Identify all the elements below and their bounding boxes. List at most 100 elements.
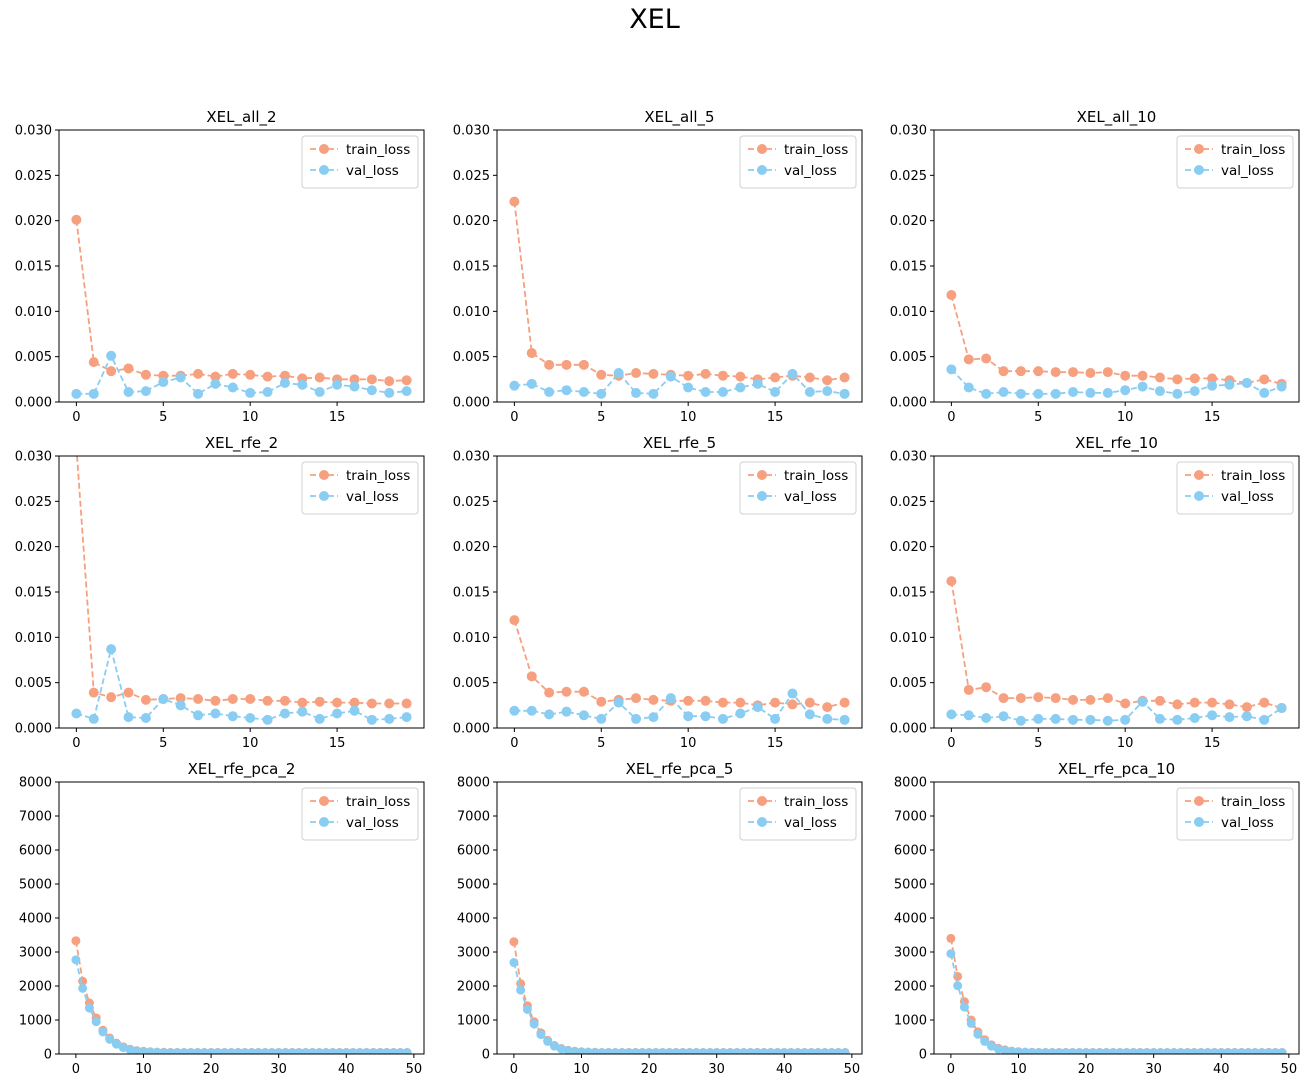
data-point-train_loss bbox=[1068, 367, 1079, 378]
subplot-title: XEL_rfe_pca_5 bbox=[626, 760, 734, 779]
data-point-train_loss bbox=[1120, 698, 1131, 709]
y-tick-label: 0 bbox=[44, 1048, 52, 1063]
plot-area bbox=[71, 456, 412, 725]
data-point-val_loss bbox=[1015, 715, 1026, 726]
data-point-val_loss bbox=[125, 1045, 135, 1054]
data-point-train_loss bbox=[1189, 697, 1200, 708]
data-point-val_loss bbox=[159, 1048, 169, 1054]
data-point-val_loss bbox=[717, 713, 728, 724]
data-point-val_loss bbox=[732, 1048, 742, 1054]
data-point-train_loss bbox=[1015, 366, 1026, 377]
data-point-val_loss bbox=[84, 1003, 94, 1013]
x-tick-label: 0 bbox=[947, 1062, 955, 1077]
y-tick-label: 0.020 bbox=[453, 540, 490, 555]
y-tick-label: 0.015 bbox=[453, 586, 490, 601]
data-point-val_loss bbox=[301, 1048, 311, 1054]
data-point-train_loss bbox=[596, 696, 607, 707]
data-point-val_loss bbox=[691, 1048, 701, 1054]
data-point-val_loss bbox=[362, 1048, 372, 1054]
data-point-val_loss bbox=[651, 1048, 661, 1054]
data-point-val_loss bbox=[543, 1036, 553, 1046]
data-point-val_loss bbox=[227, 711, 238, 722]
data-point-train_loss bbox=[648, 368, 659, 379]
data-point-val_loss bbox=[1172, 714, 1183, 725]
data-point-val_loss bbox=[959, 1002, 969, 1012]
data-point-train_loss bbox=[106, 692, 117, 703]
legend-marker-train_loss bbox=[757, 470, 767, 480]
y-tick-label: 8000 bbox=[457, 776, 490, 791]
data-point-val_loss bbox=[1155, 1048, 1165, 1054]
data-point-train_loss bbox=[123, 687, 134, 698]
data-point-val_loss bbox=[1120, 714, 1131, 725]
data-point-val_loss bbox=[332, 379, 343, 390]
data-point-train_loss bbox=[1137, 370, 1148, 381]
x-tick-label: 30 bbox=[1145, 1062, 1162, 1077]
data-point-val_loss bbox=[631, 387, 642, 398]
data-point-val_loss bbox=[678, 1048, 688, 1054]
data-point-val_loss bbox=[1102, 715, 1113, 726]
data-point-val_loss bbox=[1169, 1048, 1179, 1054]
data-point-val_loss bbox=[71, 708, 82, 719]
data-point-val_loss bbox=[840, 1048, 850, 1054]
legend-label-val_loss: val_loss bbox=[346, 163, 399, 179]
data-point-val_loss bbox=[544, 387, 555, 398]
y-tick-label: 0.025 bbox=[15, 495, 52, 510]
data-point-train_loss bbox=[770, 372, 781, 383]
x-tick-label: 0 bbox=[72, 1062, 80, 1077]
y-tick-label: 0.020 bbox=[890, 214, 927, 229]
data-point-val_loss bbox=[1149, 1048, 1159, 1054]
data-point-train_loss bbox=[1189, 373, 1200, 384]
data-point-val_loss bbox=[91, 1017, 101, 1027]
axes-frame bbox=[933, 781, 1300, 1055]
data-point-val_loss bbox=[402, 1048, 412, 1054]
y-tick-label: 4000 bbox=[894, 912, 927, 927]
data-point-val_loss bbox=[132, 1046, 142, 1054]
data-point-train_loss bbox=[561, 359, 572, 370]
data-point-val_loss bbox=[1257, 1048, 1267, 1054]
data-point-val_loss bbox=[401, 712, 412, 723]
data-point-train_loss bbox=[963, 684, 974, 695]
data-point-val_loss bbox=[839, 714, 850, 725]
data-point-val_loss bbox=[526, 705, 537, 716]
data-point-val_loss bbox=[1050, 713, 1061, 724]
data-point-val_loss bbox=[1088, 1048, 1098, 1054]
data-point-train_loss bbox=[822, 375, 833, 386]
data-point-train_loss bbox=[578, 359, 589, 370]
subplot-title: XEL_rfe_5 bbox=[643, 434, 716, 453]
data-point-train_loss bbox=[1172, 699, 1183, 710]
y-tick-label: 4000 bbox=[19, 912, 52, 927]
data-point-val_loss bbox=[820, 1048, 830, 1054]
y-tick-label: 6000 bbox=[19, 844, 52, 859]
legend-label-train_loss: train_loss bbox=[1221, 468, 1285, 484]
data-point-train_loss bbox=[332, 697, 343, 708]
data-point-val_loss bbox=[648, 712, 659, 723]
x-tick-label: 0 bbox=[947, 736, 955, 751]
data-point-val_loss bbox=[1101, 1048, 1111, 1054]
y-tick-label: 0.010 bbox=[453, 631, 490, 646]
data-point-train_loss bbox=[1050, 693, 1061, 704]
data-point-train_loss bbox=[998, 366, 1009, 377]
y-tick-label: 0.020 bbox=[453, 214, 490, 229]
data-point-val_loss bbox=[1000, 1046, 1010, 1054]
data-point-val_loss bbox=[1085, 714, 1096, 725]
data-point-val_loss bbox=[172, 1048, 182, 1054]
legend-marker-val_loss bbox=[319, 817, 329, 827]
legend-label-val_loss: val_loss bbox=[784, 163, 837, 179]
series-line-train_loss bbox=[950, 580, 1282, 709]
data-point-val_loss bbox=[349, 705, 360, 716]
data-point-train_loss bbox=[1033, 692, 1044, 703]
data-point-val_loss bbox=[685, 1048, 695, 1054]
legend: train_loss val_loss bbox=[1176, 787, 1294, 841]
x-tick-label: 5 bbox=[159, 410, 167, 425]
data-point-val_loss bbox=[1276, 703, 1287, 714]
data-point-val_loss bbox=[648, 388, 659, 399]
data-point-val_loss bbox=[341, 1048, 351, 1054]
data-point-val_loss bbox=[213, 1048, 223, 1054]
legend-label-val_loss: val_loss bbox=[784, 489, 837, 505]
data-point-train_loss bbox=[544, 687, 555, 698]
data-point-train_loss bbox=[384, 376, 395, 387]
data-point-train_loss bbox=[140, 369, 151, 380]
x-tick-label: 40 bbox=[338, 1062, 355, 1077]
data-point-val_loss bbox=[106, 644, 117, 655]
data-point-train_loss bbox=[1154, 372, 1165, 383]
